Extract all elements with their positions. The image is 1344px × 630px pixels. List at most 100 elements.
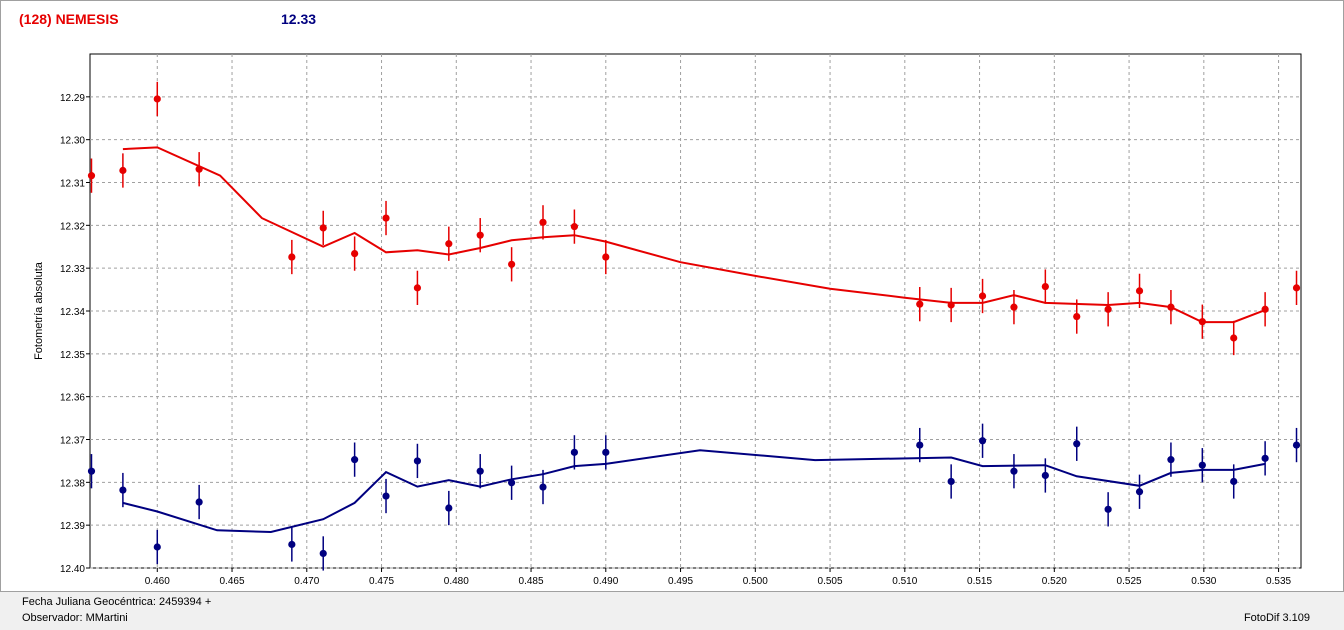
point-marker bbox=[445, 240, 453, 248]
series-2-data-point bbox=[153, 529, 161, 565]
series-2-data-point bbox=[916, 427, 924, 463]
photometry-chart: 0.460 0.465 0.470 0.475 0.480 0.485 0.490 0.495… bbox=[33, 53, 1302, 587]
point-marker bbox=[382, 492, 390, 500]
point-marker bbox=[413, 457, 422, 465]
point-marker bbox=[288, 253, 296, 261]
series-1-data-point bbox=[1073, 299, 1081, 334]
point-marker bbox=[1135, 287, 1144, 295]
x-tick-label: 0.495 bbox=[668, 576, 693, 587]
series-1-data-point bbox=[445, 226, 453, 261]
point-marker bbox=[1041, 282, 1049, 291]
point-marker bbox=[1010, 467, 1018, 475]
series-2-data-point bbox=[1230, 464, 1238, 499]
series-1-data-point bbox=[1041, 269, 1049, 304]
series-1-data-point bbox=[119, 153, 127, 188]
axis-ticks: 0.460 0.465 0.470 0.475 0.480 0.485 0.490 0.495… bbox=[60, 93, 1292, 587]
point-marker bbox=[1198, 318, 1206, 326]
series-2-data-point bbox=[1135, 474, 1144, 509]
y-axis-label: Fotometría absoluta bbox=[33, 261, 45, 360]
series-1-fit-line bbox=[122, 146, 1266, 324]
point-marker bbox=[602, 448, 610, 456]
y-tick-label: 12.40 bbox=[60, 564, 85, 575]
point-marker bbox=[508, 479, 516, 487]
series-2-data-point bbox=[570, 435, 579, 470]
point-marker bbox=[1010, 303, 1018, 311]
series-1-data-point bbox=[602, 239, 610, 275]
series-2-data-point bbox=[476, 454, 484, 489]
series-2-data-point bbox=[288, 527, 296, 562]
point-marker bbox=[288, 540, 296, 549]
series-1-data-point bbox=[1292, 270, 1301, 306]
point-marker bbox=[195, 498, 203, 506]
x-tick-label: 0.505 bbox=[818, 576, 843, 587]
x-tick-label: 0.515 bbox=[967, 576, 992, 587]
point-marker bbox=[119, 166, 127, 175]
point-marker bbox=[413, 284, 422, 292]
point-marker bbox=[87, 467, 96, 475]
point-marker bbox=[1104, 305, 1112, 313]
point-marker bbox=[539, 483, 547, 491]
point-marker bbox=[476, 231, 484, 239]
series-2-data-point bbox=[1167, 442, 1175, 477]
x-tick-label: 0.530 bbox=[1191, 576, 1216, 587]
series-2-data-point bbox=[947, 464, 955, 499]
y-tick-label: 12.29 bbox=[60, 93, 85, 104]
series-1-data-point bbox=[87, 158, 96, 193]
point-marker bbox=[351, 250, 359, 258]
y-tick-label: 12.39 bbox=[60, 521, 85, 532]
y-tick-label: 12.35 bbox=[60, 350, 85, 361]
series-1-data-point bbox=[570, 209, 579, 244]
y-tick-label: 12.36 bbox=[60, 393, 85, 404]
y-tick-label: 12.33 bbox=[60, 264, 85, 275]
series-2-data-point bbox=[119, 472, 127, 508]
series-2-data-point bbox=[1261, 441, 1269, 476]
series-2-data-point bbox=[1198, 448, 1206, 483]
y-tick-label: 12.31 bbox=[60, 179, 85, 190]
point-marker bbox=[1230, 334, 1238, 342]
grid-lines bbox=[90, 54, 1301, 569]
series-2-data-point bbox=[1073, 426, 1081, 461]
x-tick-label: 0.460 bbox=[145, 576, 170, 587]
series-1-data-point bbox=[382, 200, 390, 236]
x-tick-label: 0.510 bbox=[892, 576, 917, 587]
series-1-data-point bbox=[1135, 273, 1144, 309]
point-marker bbox=[319, 224, 327, 232]
point-marker bbox=[1073, 440, 1081, 448]
point-marker bbox=[1104, 505, 1112, 513]
y-tick-label: 12.30 bbox=[60, 136, 85, 147]
series-2-data-point bbox=[319, 536, 327, 571]
point-marker bbox=[319, 549, 327, 558]
status-footer: Fecha Juliana Geocéntrica: 2459394 + Obs… bbox=[0, 592, 1344, 630]
point-marker bbox=[445, 504, 453, 512]
point-marker bbox=[508, 260, 516, 268]
series-2-data-point bbox=[1292, 427, 1301, 463]
object-name-title: (128) NEMESIS bbox=[19, 11, 119, 27]
point-marker bbox=[153, 95, 161, 103]
x-tick-label: 0.535 bbox=[1266, 576, 1291, 587]
point-marker bbox=[153, 543, 161, 551]
series-1-data-point bbox=[1198, 304, 1206, 339]
point-marker bbox=[1041, 471, 1049, 480]
point-marker bbox=[1135, 488, 1144, 496]
x-tick-label: 0.480 bbox=[444, 576, 469, 587]
series-1-data-point bbox=[195, 152, 203, 187]
point-marker bbox=[1261, 305, 1269, 313]
x-tick-label: 0.470 bbox=[294, 576, 319, 587]
data-series bbox=[87, 81, 1301, 571]
point-marker bbox=[570, 223, 579, 231]
x-tick-label: 0.475 bbox=[369, 576, 394, 587]
point-marker bbox=[1292, 284, 1301, 292]
series-1-data-point bbox=[288, 239, 296, 275]
point-marker bbox=[1292, 441, 1301, 449]
series-2-data-point bbox=[1104, 492, 1112, 527]
observer-label: Observador: MMartini bbox=[22, 612, 128, 624]
series-1-data-point bbox=[476, 218, 484, 253]
series-2-data-point bbox=[195, 484, 203, 520]
y-tick-label: 12.32 bbox=[60, 221, 85, 232]
magnitude-value: 12.33 bbox=[281, 11, 317, 27]
point-marker bbox=[351, 456, 359, 464]
point-marker bbox=[978, 437, 987, 445]
point-marker bbox=[916, 300, 924, 308]
point-marker bbox=[1198, 461, 1206, 469]
series-2-data-point bbox=[508, 465, 516, 500]
